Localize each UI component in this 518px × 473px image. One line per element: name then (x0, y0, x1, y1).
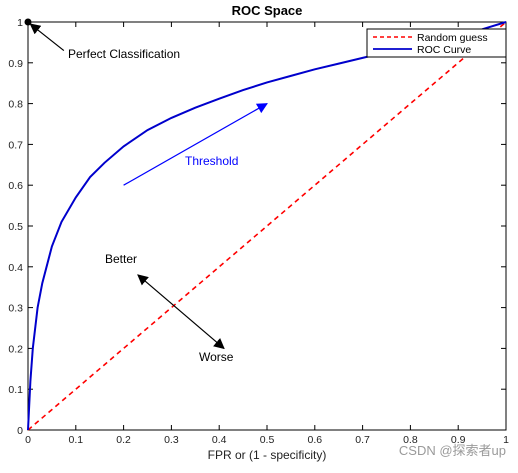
y-tick-label: 0.3 (8, 303, 23, 315)
legend-roc-label: ROC Curve (417, 44, 471, 56)
x-tick-label: 0.1 (68, 434, 83, 446)
y-tick-label: 0.6 (8, 180, 23, 192)
x-tick-label: 0.6 (307, 434, 322, 446)
x-tick-label: 0.4 (212, 434, 227, 446)
x-tick-label: 0.5 (260, 434, 275, 446)
y-tick-label: 1 (17, 17, 23, 29)
annotation-threshold: Threshold (185, 154, 238, 168)
y-tick-label: 0.5 (8, 221, 23, 233)
x-axis-label: FPR or (1 - specificity) (208, 448, 327, 462)
x-tick-label: 0 (25, 434, 31, 446)
chart-title: ROC Space (232, 3, 303, 18)
x-tick-label: 0.9 (451, 434, 466, 446)
x-tick-label: 0.2 (116, 434, 131, 446)
legend: Random guess ROC Curve (366, 28, 507, 58)
y-tick-label: 0.9 (8, 58, 23, 70)
legend-random-label: Random guess (417, 32, 488, 44)
y-tick-label: 0.1 (8, 384, 23, 396)
y-tick-label: 0.2 (8, 343, 23, 355)
perfect-classification-arrow (29, 23, 65, 52)
x-tick-label: 0.8 (403, 434, 418, 446)
threshold-arrow (123, 103, 268, 186)
watermark: CSDN @探索者up (399, 443, 506, 458)
better-worse-arrow (137, 274, 225, 350)
plot-area: 0 0.1 0.2 0.3 0.4 0.5 0.6 0.7 0.8 0.9 1 0 0.1 0.2 0.3 0… (8, 17, 509, 446)
y-tick-label: 0.4 (8, 262, 23, 274)
annotation-worse: Worse (199, 350, 234, 364)
y-tick-label: 0.7 (8, 139, 23, 151)
x-tick-label: 0.3 (164, 434, 179, 446)
y-tick-label: 0 (17, 425, 23, 437)
legend-box (366, 28, 507, 58)
y-tick-label: 0.8 (8, 99, 23, 111)
annotation-better: Better (105, 252, 137, 266)
random-guess-line (27, 21, 507, 431)
annotation-perfect-classification: Perfect Classification (68, 47, 180, 61)
x-tick-label: 1 (503, 434, 509, 446)
x-tick-label: 0.7 (355, 434, 370, 446)
